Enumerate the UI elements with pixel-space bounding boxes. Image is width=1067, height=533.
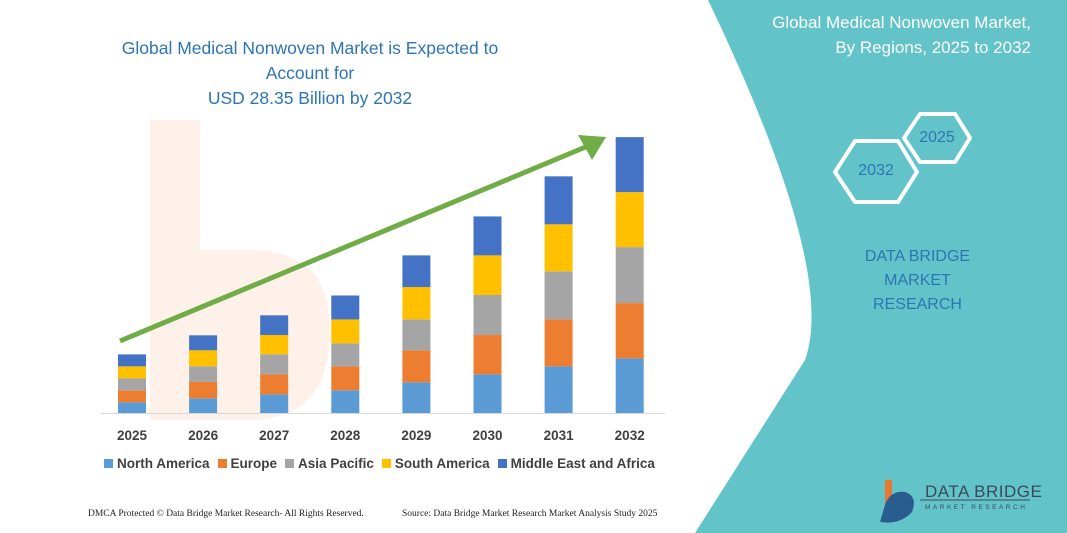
bar-segment-middle-east-and-africa-2026 [189,335,218,351]
bar-segment-south-america-2030 [473,255,502,296]
side-panel-background [695,0,1067,533]
bar-segment-asia-pacific-2031 [544,271,573,320]
legend-swatch [497,459,507,468]
bar-segment-south-america-2029 [402,287,431,320]
legend-label: North America [117,456,210,471]
bar-segment-europe-2029 [402,350,431,383]
chart-legend: North America Europe Asia Pacific South … [104,456,655,471]
brand-line1: DATA BRIDGE MARKET [864,248,971,289]
x-tick-label-2026: 2026 [188,428,219,443]
x-tick-label-2032: 2032 [615,428,645,443]
trend-arrow-head-icon [578,135,606,160]
legend-item-europe: Europe [217,456,278,471]
x-tick-label-2027: 2027 [259,428,289,443]
bar-segment-north-america-2026 [189,398,218,413]
chart-title: Global Medical Nonwoven Market is Expect… [100,36,520,111]
legend-item-south-america: South America [381,456,490,471]
hexagon-2032 [833,139,919,204]
bar-segment-north-america-2030 [473,374,502,413]
x-tick-label-2025: 2025 [117,428,148,443]
x-tick-label-2031: 2031 [544,428,575,443]
trend-arrow-line [119,143,589,344]
bar-segment-south-america-2027 [260,335,289,355]
hex-label-2032: 2032 [858,162,894,179]
legend-swatch [104,459,113,468]
hexagon-2025 [902,112,972,164]
copyright-notice: DMCA Protected © Data Bridge Market Rese… [88,509,364,519]
logo-name: DATA BRIDGE [925,482,1043,501]
x-tick-label-2028: 2028 [330,428,361,443]
bar-segment-middle-east-and-africa-2030 [473,216,502,256]
bar-segment-europe-2026 [189,381,218,399]
brand-line2: RESEARCH [873,296,962,313]
legend-item-north-america: North America [104,456,210,471]
bar-segment-asia-pacific-2028 [331,343,360,367]
bar-segment-south-america-2031 [544,224,573,272]
bar-segment-europe-2030 [473,335,502,375]
bar-segment-middle-east-and-africa-2025 [118,354,146,367]
bar-segment-asia-pacific-2027 [260,354,289,375]
bar-segment-middle-east-and-africa-2029 [402,255,431,288]
stacked-bar-chart: 2025 2026 2027 2028 2029 2030 2031 2032 [100,135,665,443]
bar-segment-south-america-2028 [331,319,360,344]
chart-title-line1: Global Medical Nonwoven Market is Expect… [121,38,499,83]
brand-text: DATA BRIDGE MARKET RESEARCH [830,245,1005,317]
legend-label: Middle East and Africa [510,456,655,471]
bar-segment-middle-east-and-africa-2028 [331,295,360,320]
bar-segment-north-america-2025 [118,402,146,413]
bar-segment-north-america-2029 [402,382,431,413]
bar-segment-europe-2031 [544,319,573,367]
bar-segment-europe-2028 [331,366,360,391]
legend-label: Europe [230,456,278,471]
bar-segment-north-america-2031 [544,366,573,413]
bar-segment-middle-east-and-africa-2032 [615,137,644,193]
bar-segment-north-america-2028 [331,390,360,413]
legend-label: South America [394,456,490,471]
legend-swatch [381,459,391,468]
bar-segment-asia-pacific-2025 [118,378,146,391]
source-note: Source: Data Bridge Market Research Mark… [402,509,658,519]
legend-label: Asia Pacific [298,456,374,471]
bar-segment-middle-east-and-africa-2031 [544,176,573,225]
legend-item-middle-east-africa: Middle East and Africa [497,456,655,471]
bar-segment-europe-2025 [118,390,146,403]
side-title-line2: By Regions, 2025 to 2032 [835,38,1031,57]
bar-segment-south-america-2026 [189,350,218,367]
bar-segment-south-america-2025 [118,366,146,379]
watermark-logo-shape [150,120,330,420]
logo-subtitle: MARKET RESEARCH [925,504,1028,511]
bar-segment-north-america-2027 [260,394,289,413]
bar-segment-europe-2027 [260,374,289,395]
bar-segment-middle-east-and-africa-2027 [260,315,289,336]
legend-swatch [217,459,227,468]
bar-segment-asia-pacific-2032 [615,247,644,304]
side-panel-title: Global Medical Nonwoven Market, By Regio… [772,10,1031,60]
bar-segment-asia-pacific-2029 [402,319,431,351]
x-tick-label-2029: 2029 [401,428,431,443]
bar-segment-europe-2032 [615,303,644,359]
bar-segment-asia-pacific-2026 [189,366,218,382]
bar-segment-asia-pacific-2030 [473,295,502,336]
hex-label-2025: 2025 [919,129,955,146]
legend-swatch [285,459,295,468]
bar-segment-south-america-2032 [615,192,644,248]
legend-item-asia-pacific: Asia Pacific [285,456,374,471]
logo-icon [880,480,1030,523]
chart-title-line2: USD 28.35 Billion by 2032 [207,88,413,108]
side-title-line1: Global Medical Nonwoven Market, [772,13,1031,32]
x-tick-label-2030: 2030 [472,428,502,443]
bar-segment-north-america-2032 [615,358,644,413]
